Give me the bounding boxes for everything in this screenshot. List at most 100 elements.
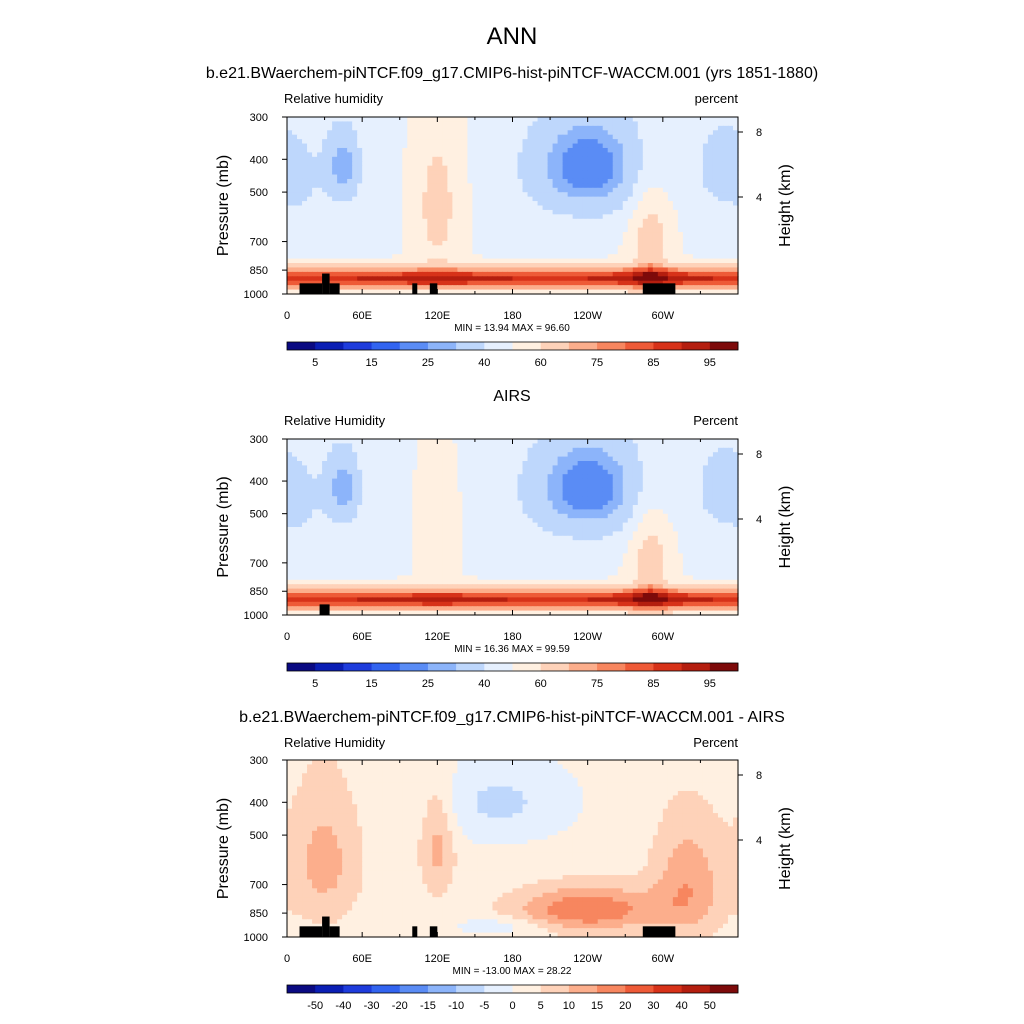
contour-cell xyxy=(707,192,714,198)
contour-cell xyxy=(712,461,719,466)
contour-cell xyxy=(447,491,453,497)
contour-cell xyxy=(567,263,574,269)
contour-cell xyxy=(397,469,403,475)
contour-cell xyxy=(297,267,303,273)
contour-cell xyxy=(462,174,468,180)
contour-cell xyxy=(417,452,423,458)
contour-cell xyxy=(572,483,579,488)
contour-cell xyxy=(362,152,368,158)
contour-cell xyxy=(452,443,458,449)
contour-cell xyxy=(357,143,363,149)
contour-cell xyxy=(382,280,388,286)
terrain-mask xyxy=(322,273,330,294)
x-tick-label: 60E xyxy=(352,310,372,322)
contour-cell xyxy=(452,183,458,189)
contour-cell xyxy=(482,156,489,162)
contour-cell xyxy=(337,487,343,493)
contour-cell xyxy=(337,143,343,149)
contour-cell xyxy=(537,289,544,295)
contour-cell xyxy=(297,232,303,238)
contour-cell xyxy=(412,232,418,238)
contour-cell xyxy=(442,452,448,458)
contour-cell xyxy=(712,130,719,136)
contour-cell xyxy=(392,125,398,131)
contour-cell xyxy=(297,174,303,180)
contour-cell xyxy=(312,227,318,233)
contour-cell xyxy=(407,443,413,449)
contour-cell xyxy=(437,121,443,127)
contour-cell xyxy=(362,469,368,475)
contour-cell xyxy=(402,218,408,224)
contour-cell xyxy=(427,245,433,251)
contour-cell xyxy=(582,125,589,131)
contour-cell xyxy=(702,469,709,475)
contour-cell xyxy=(312,125,318,131)
contour-cell xyxy=(367,289,373,295)
contour-cell xyxy=(337,139,343,145)
contour-cell xyxy=(507,130,514,136)
contour-cell xyxy=(717,452,724,458)
contour-cell xyxy=(592,117,599,123)
contour-cell xyxy=(557,267,564,273)
contour-cell xyxy=(512,465,519,471)
contour-cell xyxy=(722,161,729,167)
contour-cell xyxy=(492,139,499,145)
contour-cell xyxy=(287,491,293,497)
contour-cell xyxy=(372,147,378,153)
contour-cell xyxy=(717,192,724,198)
contour-cell xyxy=(637,289,644,295)
contour-cell xyxy=(602,227,609,233)
contour-cell xyxy=(637,121,644,127)
contour-cell xyxy=(437,232,443,238)
contour-cell xyxy=(372,496,378,502)
contour-cell xyxy=(462,469,468,475)
contour-cell xyxy=(672,487,679,493)
contour-cell xyxy=(697,249,704,255)
contour-cell xyxy=(612,452,619,458)
contour-cell xyxy=(402,474,408,480)
contour-cell xyxy=(472,263,479,269)
contour-cell xyxy=(577,134,584,140)
contour-cell xyxy=(687,263,694,269)
contour-cell xyxy=(467,192,474,198)
contour-cell xyxy=(612,465,619,471)
contour-cell xyxy=(362,170,368,176)
contour-cell xyxy=(677,187,684,193)
contour-cell xyxy=(522,289,529,295)
contour-cell xyxy=(682,483,689,488)
contour-cell xyxy=(357,271,363,277)
contour-cell xyxy=(717,170,724,176)
contour-cell xyxy=(367,491,373,497)
contour-cell xyxy=(352,474,358,480)
contour-cell xyxy=(667,156,674,162)
contour-cell xyxy=(592,192,599,198)
contour-cell xyxy=(667,452,674,458)
contour-cell xyxy=(727,201,734,207)
contour-cell xyxy=(467,125,474,131)
contour-cell xyxy=(677,147,684,153)
page-title: ANN xyxy=(487,23,538,50)
contour-cell xyxy=(692,240,699,246)
contour-cell xyxy=(487,223,494,229)
contour-cell xyxy=(342,289,348,295)
contour-cell xyxy=(557,245,564,251)
contour-cell xyxy=(622,271,629,277)
contour-cell xyxy=(682,125,689,131)
contour-cell xyxy=(537,201,544,207)
y2-tick-label: 4 xyxy=(756,192,762,204)
contour-cell xyxy=(552,263,559,269)
contour-cell xyxy=(402,165,408,171)
contour-cell xyxy=(582,456,589,462)
contour-cell xyxy=(392,227,398,233)
contour-cell xyxy=(587,165,594,171)
contour-cell xyxy=(572,232,579,238)
contour-cell xyxy=(492,187,499,193)
contour-cell xyxy=(437,483,443,488)
contour-cell xyxy=(472,121,479,127)
contour-cell xyxy=(672,483,679,488)
contour-cell xyxy=(642,496,649,502)
contour-cell xyxy=(547,214,554,220)
contour-cell xyxy=(657,487,664,493)
contour-cell xyxy=(542,165,549,171)
contour-fill xyxy=(287,117,739,295)
